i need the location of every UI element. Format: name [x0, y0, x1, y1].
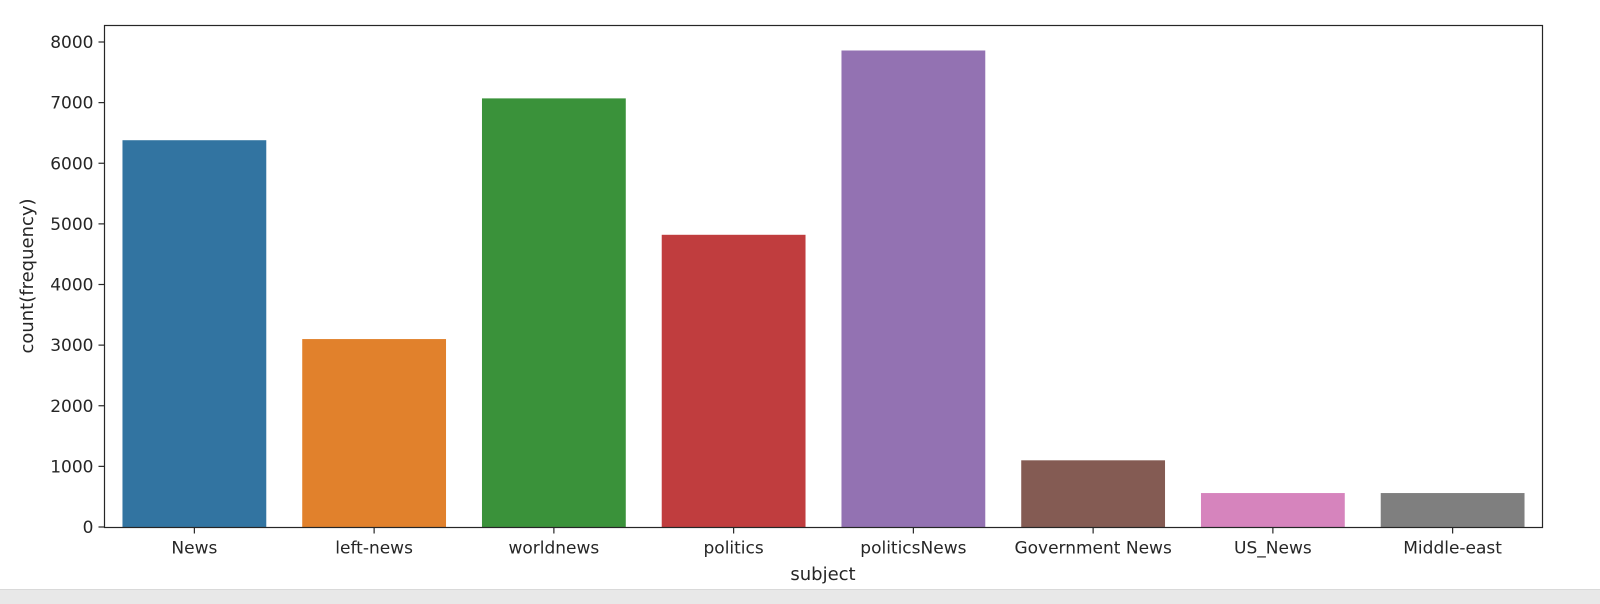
window-bottom-strip — [0, 589, 1600, 604]
x-tick-label: Government News — [1014, 539, 1172, 559]
bar-middle-east — [1381, 493, 1525, 527]
x-axis-ticks: News left-news worldnews politics politicsNe… — [171, 528, 1502, 559]
bar-politicsnews — [841, 50, 985, 527]
x-tick-label: politicsNews — [860, 539, 966, 559]
bars — [122, 50, 1524, 527]
bar-government-news — [1021, 460, 1165, 527]
y-tick-label: 8000 — [50, 33, 93, 53]
x-tick-label: left-news — [335, 539, 413, 559]
y-tick-label: 4000 — [50, 276, 93, 296]
y-tick-label: 7000 — [50, 94, 93, 114]
x-tick-label: US_News — [1234, 539, 1312, 559]
y-tick-label: 1000 — [50, 457, 93, 477]
bar-left-news — [302, 339, 446, 527]
y-tick-label: 3000 — [50, 336, 93, 356]
y-tick-label: 6000 — [50, 154, 93, 174]
y-axis-label: count(frequency) — [17, 198, 38, 353]
x-tick-label: Middle-east — [1403, 539, 1502, 559]
x-tick-label: worldnews — [508, 539, 599, 559]
y-axis-ticks: 0 1000 2000 3000 4000 5000 6000 7000 8000 — [50, 33, 104, 538]
x-axis-label: subject — [790, 564, 855, 585]
x-tick-label: politics — [704, 539, 764, 559]
bar-politics — [662, 235, 806, 527]
bar-us-news — [1201, 493, 1345, 527]
y-tick-label: 0 — [83, 518, 94, 538]
y-tick-label: 2000 — [50, 397, 93, 417]
bar-news — [122, 140, 266, 527]
y-tick-label: 5000 — [50, 215, 93, 235]
x-tick-label: News — [171, 539, 217, 559]
bar-worldnews — [482, 98, 626, 527]
